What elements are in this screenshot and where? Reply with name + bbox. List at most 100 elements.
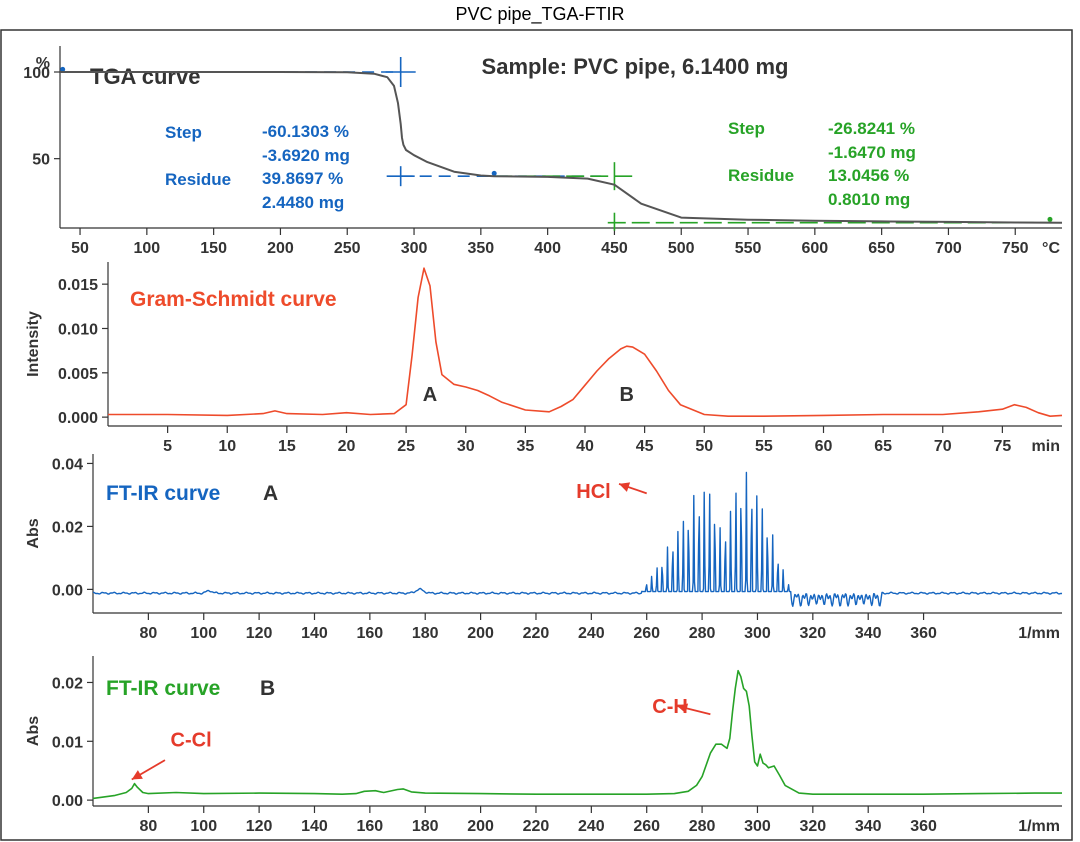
fa-y-tick-label: 0.02 [52, 519, 83, 536]
tga-x-tick-label: 350 [467, 240, 494, 257]
fb-x-tick-label: 240 [578, 818, 605, 835]
gs-y-label: Intensity [25, 311, 42, 377]
fa-x-tick-label: 100 [190, 625, 217, 642]
gs-axes: 5 10 15 20 25 30 35 40 45 50 55 60 65 70 75 min 0.000 0.0… [58, 262, 1062, 455]
tga-title: TGA curve [90, 64, 200, 89]
fb-peak-arrow-head [677, 703, 689, 714]
gs-x-tick-label: 75 [993, 438, 1011, 455]
tga-x-unit: °C [1042, 240, 1060, 257]
fa-x-tick-label: 120 [246, 625, 273, 642]
fb-title-suffix: B [260, 677, 275, 700]
fb-peak-arrow [676, 703, 711, 716]
fa-x-tick-label: 140 [301, 625, 328, 642]
residue2-mass: 0.8010 mg [828, 190, 910, 209]
hcl-arrow-head [619, 482, 631, 492]
gs-x-tick-label: 55 [755, 438, 773, 455]
gs-x-tick-label: 5 [163, 438, 172, 455]
fb-x-unit: 1/mm [1018, 818, 1060, 835]
step1-start-marker [60, 66, 66, 72]
fa-x-tick-label: 340 [855, 625, 882, 642]
step1-percent: -60.1303 % [262, 122, 349, 141]
fb-axes: 80 100 120 140 160 180 200 220 240 260 280 300 320 34… [52, 656, 1062, 835]
fb-x-tick-label: 200 [467, 818, 494, 835]
tga-x-tick-label: 250 [334, 240, 361, 257]
fb-x-tick-label: 260 [633, 818, 660, 835]
gs-y-tick-label: 0.010 [58, 321, 98, 338]
step1-end-marker [491, 170, 497, 176]
residue1-mass: 2.4480 mg [262, 193, 344, 212]
gs-x-tick-label: 70 [934, 438, 952, 455]
fb-peak-label: C-Cl [171, 729, 212, 751]
gs-y-tick-label: 0.005 [58, 366, 98, 383]
tga-curve [60, 71, 1063, 224]
fb-x-tick-label: 100 [190, 818, 217, 835]
fa-x-tick-label: 200 [467, 625, 494, 642]
figure-title: PVC pipe_TGA-FTIR [455, 4, 624, 25]
gs-peak-label: A [423, 384, 437, 406]
tga-x-tick-label: 200 [267, 240, 294, 257]
figure-border [0, 29, 1073, 841]
fb-y-tick-label: 0.01 [52, 734, 83, 751]
fb-x-tick-label: 340 [855, 818, 882, 835]
gs-x-tick-label: 35 [516, 438, 534, 455]
fb-curve [92, 669, 1062, 800]
fa-x-tick-label: 220 [523, 625, 550, 642]
fa-x-tick-label: 300 [744, 625, 771, 642]
gs-x-tick-label: 45 [636, 438, 654, 455]
fa-axes: 80 100 120 140 160 180 200 220 240 260 280 300 320 34… [52, 454, 1062, 642]
fb-x-tick-label: 80 [139, 818, 157, 835]
tga-x-tick-label: 550 [735, 240, 762, 257]
fb-x-tick-label: 280 [689, 818, 716, 835]
residue2-label: Residue [728, 166, 794, 185]
gs-x-tick-label: 25 [397, 438, 415, 455]
fa-y-tick-label: 0.04 [52, 456, 83, 473]
tga-x-tick-label: 300 [401, 240, 428, 257]
hcl-arrow [618, 482, 648, 495]
hcl-label: HCl [576, 481, 610, 503]
tga-x-tick-label: 400 [534, 240, 561, 257]
tga-x-tick-label: 700 [935, 240, 962, 257]
fb-x-tick-label: 160 [357, 818, 384, 835]
tga-x-tick-label: 600 [801, 240, 828, 257]
fa-x-tick-label: 320 [799, 625, 826, 642]
fa-x-tick-label: 260 [633, 625, 660, 642]
fa-x-tick-label: 80 [139, 625, 157, 642]
tga-y-tick-label: 100 [23, 65, 50, 82]
gs-x-tick-label: 20 [338, 438, 356, 455]
gs-x-tick-label: 40 [576, 438, 594, 455]
fa-x-tick-label: 160 [357, 625, 384, 642]
gs-peak-label: B [620, 384, 634, 406]
fa-y-tick-label: 0.00 [52, 582, 83, 599]
step2-percent: -26.8241 % [828, 119, 915, 138]
fb-x-tick-label: 120 [246, 818, 273, 835]
fa-x-tick-label: 360 [910, 625, 937, 642]
step2-end-marker [1047, 216, 1053, 222]
fb-peak-label: C-H [652, 696, 688, 718]
residue2-percent: 13.0456 % [828, 166, 909, 185]
fb-x-tick-label: 320 [799, 818, 826, 835]
residue1-label: Residue [165, 170, 231, 189]
fa-y-label: Abs [25, 518, 42, 548]
fa-title: FT-IR curve [106, 482, 220, 505]
tga-x-tick-label: 100 [133, 240, 160, 257]
fb-x-tick-label: 180 [412, 818, 439, 835]
fb-title: FT-IR curve [106, 677, 220, 700]
gs-x-tick-label: 50 [695, 438, 713, 455]
step2-label: Step [728, 119, 765, 138]
fa-x-tick-label: 180 [412, 625, 439, 642]
gs-x-tick-label: 15 [278, 438, 296, 455]
gs-curve [108, 267, 1063, 417]
residue1-percent: 39.8697 % [262, 169, 343, 188]
step1-label: Step [165, 123, 202, 142]
gs-x-tick-label: 60 [815, 438, 833, 455]
fb-y-tick-label: 0.00 [52, 793, 83, 810]
gs-x-tick-label: 10 [218, 438, 236, 455]
tga-subtitle: Sample: PVC pipe, 6.1400 mg [482, 54, 789, 79]
fa-x-tick-label: 240 [578, 625, 605, 642]
fb-y-label: Abs [25, 716, 42, 746]
tga-x-tick-label: 150 [200, 240, 227, 257]
gs-y-tick-label: 0.000 [58, 410, 98, 427]
gs-x-tick-label: 30 [457, 438, 475, 455]
tga-x-tick-label: 500 [668, 240, 695, 257]
